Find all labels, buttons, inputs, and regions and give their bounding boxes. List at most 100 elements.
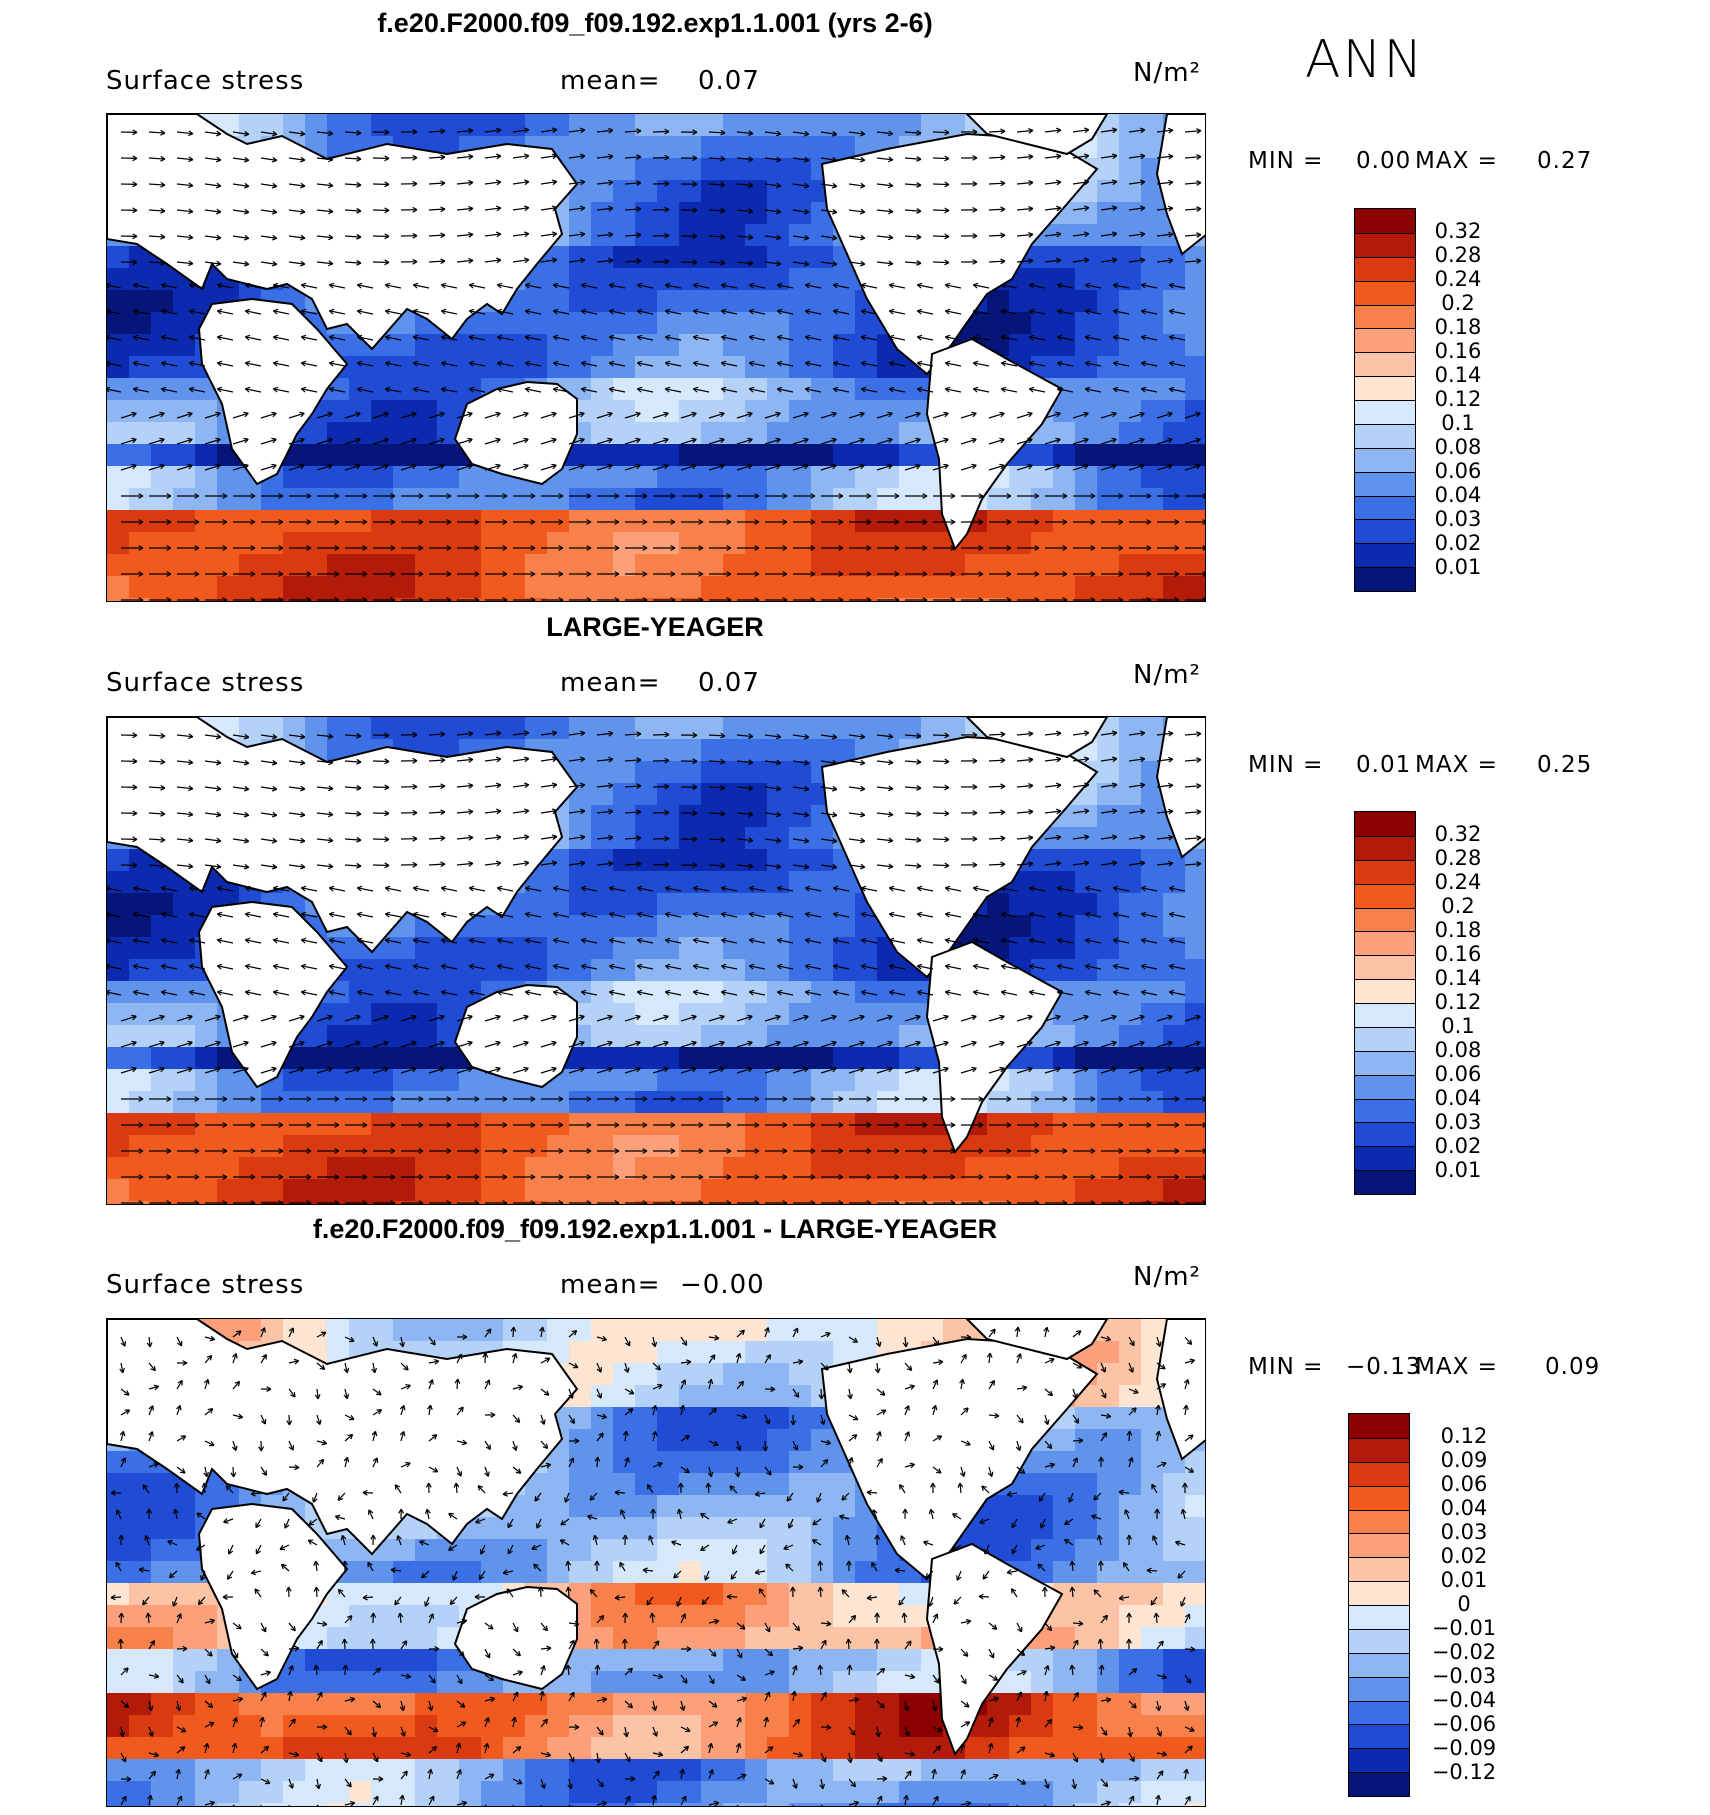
stress-vector xyxy=(316,1620,328,1627)
stress-vector xyxy=(708,1648,717,1657)
stress-vector xyxy=(848,130,866,137)
stress-vector xyxy=(552,308,570,315)
stress-vector xyxy=(1156,1014,1173,1022)
stress-vector xyxy=(1072,1414,1080,1424)
stress-vector xyxy=(107,360,122,367)
stress-vector xyxy=(344,207,362,214)
stress-vector xyxy=(401,493,424,499)
stress-vector xyxy=(541,597,564,601)
stress-vector xyxy=(1056,386,1074,393)
stress-vector xyxy=(983,1544,990,1555)
stress-vector xyxy=(512,782,530,789)
stress-vector xyxy=(456,834,474,841)
stress-vector xyxy=(1101,597,1124,601)
stress-vector xyxy=(953,1596,962,1605)
stress-vector xyxy=(804,885,822,892)
stress-vector xyxy=(540,1440,549,1450)
stress-vector xyxy=(176,785,194,792)
stress-vector xyxy=(568,1414,575,1424)
stress-vector xyxy=(288,1014,305,1022)
stress-vector xyxy=(373,1200,396,1204)
stress-vector xyxy=(540,437,557,445)
stress-vector xyxy=(512,179,530,186)
stress-vector xyxy=(428,206,446,213)
stress-vector xyxy=(328,282,346,289)
stress-vector xyxy=(144,1535,150,1546)
stress-vector xyxy=(680,1434,690,1442)
stress-vector xyxy=(345,1122,368,1128)
stress-vector xyxy=(904,785,922,791)
stress-vector xyxy=(792,1440,799,1451)
stress-vector xyxy=(373,1096,396,1102)
stress-vector xyxy=(1064,1518,1074,1526)
stress-vector xyxy=(988,835,1006,842)
stress-vector xyxy=(1072,1362,1083,1369)
stress-vector xyxy=(904,1384,915,1390)
stress-vector xyxy=(960,1407,969,1416)
stress-vector xyxy=(272,989,290,996)
stress-vector xyxy=(160,386,178,393)
stress-vector xyxy=(932,732,950,739)
stress-vector xyxy=(736,837,754,844)
stress-vector xyxy=(960,1721,971,1728)
stress-vector xyxy=(343,1752,349,1764)
stress-vector xyxy=(232,234,250,241)
stress-vector xyxy=(933,545,956,551)
stress-vector xyxy=(535,1518,542,1529)
stress-vector xyxy=(708,463,725,471)
landmass xyxy=(107,114,579,351)
stress-vector xyxy=(905,1174,928,1180)
stress-vector xyxy=(1140,386,1158,393)
stress-vector xyxy=(820,1362,829,1371)
stress-vector xyxy=(288,1751,300,1758)
stress-vector xyxy=(288,208,306,215)
stress-vector xyxy=(132,334,150,341)
stress-vector xyxy=(132,937,150,944)
stress-vector xyxy=(232,1040,249,1048)
colorbar-swatch xyxy=(1355,495,1415,520)
stress-vector xyxy=(401,1122,424,1128)
stress-vector xyxy=(188,308,206,315)
stress-vector xyxy=(356,282,374,289)
stress-vector xyxy=(289,571,312,577)
stress-vector xyxy=(651,1794,657,1806)
stress-vector xyxy=(1044,782,1062,789)
stress-vector xyxy=(1128,257,1146,264)
stress-vector xyxy=(680,1014,697,1022)
stress-vector xyxy=(944,334,962,341)
stress-vector xyxy=(876,1667,886,1676)
stress-vector xyxy=(344,784,362,791)
stress-vector xyxy=(372,1667,381,1676)
stress-vector xyxy=(1128,730,1146,737)
stress-vector xyxy=(120,259,138,266)
stress-vector xyxy=(565,1560,572,1572)
stress-vector xyxy=(652,1751,664,1758)
colorbar-tick-label: 0.32 xyxy=(1434,219,1482,243)
stress-vector xyxy=(960,1800,972,1806)
stress-vector xyxy=(624,463,641,471)
stress-vector xyxy=(204,863,222,870)
stress-vector xyxy=(1101,1200,1124,1204)
stress-vector xyxy=(692,885,710,892)
stress-vector xyxy=(1128,153,1146,160)
stress-vector xyxy=(681,1200,704,1204)
stress-vector xyxy=(849,1174,872,1180)
stress-vector xyxy=(132,282,150,289)
stress-vector xyxy=(457,597,480,601)
stress-vector xyxy=(533,1563,542,1572)
stress-vector xyxy=(204,260,222,267)
stress-vector xyxy=(317,1200,340,1204)
stress-vector xyxy=(905,597,928,601)
stress-vector xyxy=(484,1674,494,1682)
variable-label: Surface stress xyxy=(106,66,305,96)
stress-vector xyxy=(1015,1440,1022,1452)
stress-vector xyxy=(456,1800,468,1806)
stress-vector xyxy=(232,1622,242,1630)
stress-vector xyxy=(792,811,810,818)
stress-vector xyxy=(513,1174,536,1180)
stress-vector xyxy=(371,1726,377,1738)
stress-vector xyxy=(759,1518,766,1529)
stress-vector xyxy=(820,411,837,419)
stress-vector xyxy=(932,1066,949,1074)
stress-vector xyxy=(440,989,458,996)
